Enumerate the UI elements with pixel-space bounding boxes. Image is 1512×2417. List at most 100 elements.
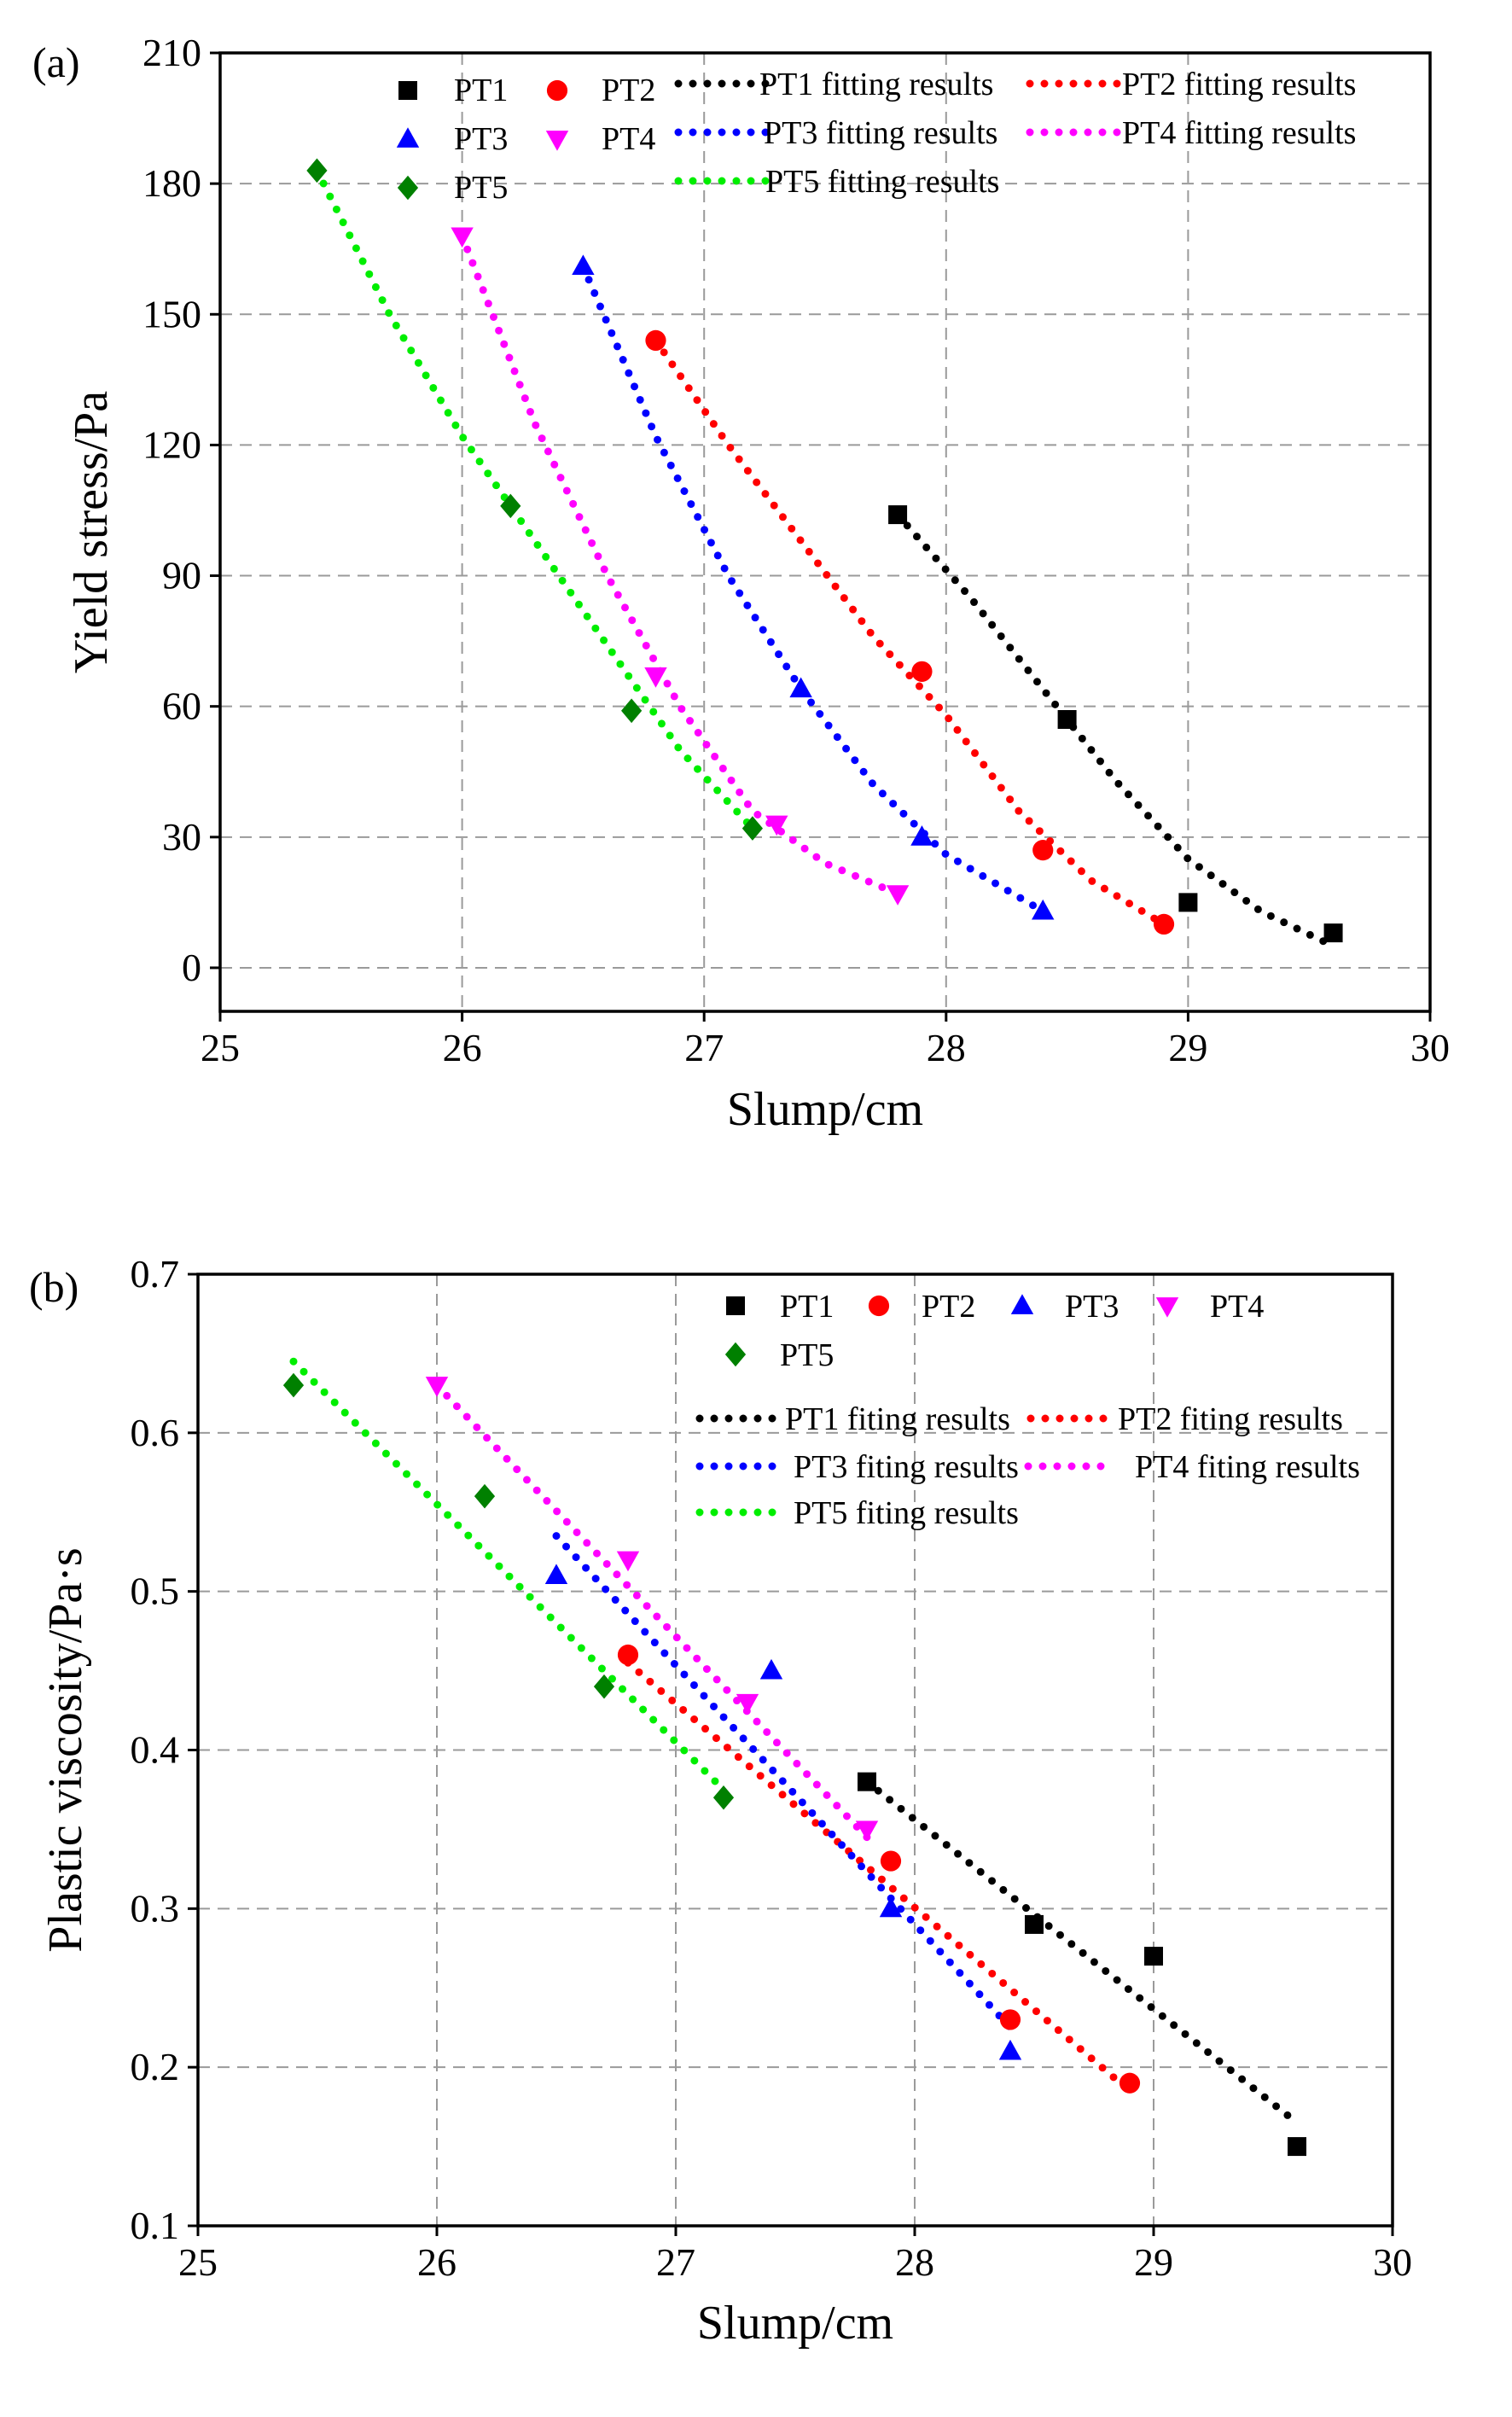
x-tick-label: 28 <box>895 2240 934 2284</box>
data-point-pt1 <box>1323 923 1343 943</box>
fit-line-pt2 <box>624 1658 1134 2095</box>
legend-label-pt2: PT2 <box>922 1289 975 1325</box>
data-point-pt2 <box>999 2009 1021 2030</box>
series-pt4 <box>425 1377 879 1842</box>
legend-fit-label-pt4: PT4 fiting results <box>1135 1449 1360 1485</box>
legend-label-pt3: PT3 <box>454 121 508 157</box>
legend-marker-pt4 <box>1155 1297 1179 1318</box>
x-axis-label: Slump/cm <box>727 1083 923 1136</box>
fit-line-pt3 <box>552 1532 1015 2032</box>
x-tick-label: 27 <box>684 1026 724 1069</box>
legend-fit-label-pt3: PT3 fitting results <box>764 115 997 151</box>
data-point-pt3 <box>544 1564 568 1584</box>
data-point-pt2 <box>1032 840 1054 861</box>
series-pt3 <box>572 254 1055 920</box>
data-point-pt5 <box>741 816 764 841</box>
legend-fit-label-pt4: PT4 fitting results <box>1122 115 1356 151</box>
legend-fit-label-pt3: PT3 fiting results <box>794 1449 1019 1485</box>
legend-label-pt5: PT5 <box>454 170 508 206</box>
legend-label-pt2: PT2 <box>602 73 655 108</box>
x-tick-label: 26 <box>417 2240 457 2284</box>
x-tick-label: 26 <box>443 1026 482 1069</box>
data-point-pt4 <box>765 815 788 836</box>
y-axis-label: Yield stress/Pa <box>65 391 118 673</box>
fit-line-pt5 <box>289 1357 728 1794</box>
x-tick-label: 28 <box>927 1026 966 1069</box>
data-point-pt5 <box>282 1372 305 1398</box>
data-point-pt5 <box>621 698 643 724</box>
fit-line-pt2 <box>651 336 1168 929</box>
y-tick-label: 150 <box>142 292 201 335</box>
chart-panel-b: 25 26 27 28 29 30 0.1 0.2 0.3 0.4 0.5 0.6 0.7 Slump/c… <box>29 1252 1412 2350</box>
x-axis-label: Slump/cm <box>697 2297 893 2350</box>
legend-label-pt3: PT3 <box>1065 1289 1119 1325</box>
fit-line-pt5 <box>312 166 757 833</box>
legend-label-pt4: PT4 <box>1210 1289 1264 1325</box>
data-point-pt3 <box>572 254 595 276</box>
data-point-pt5 <box>500 493 521 519</box>
legend-label-pt5: PT5 <box>780 1337 834 1373</box>
x-tick-label: 25 <box>201 1026 240 1069</box>
legend-marker-pt1 <box>398 81 417 100</box>
y-tick-label: 0.6 <box>131 1411 180 1454</box>
x-tick-label: 30 <box>1373 2240 1412 2284</box>
data-point-pt5 <box>474 1483 496 1509</box>
chart-panel-a: 25 26 27 28 29 30 0 30 60 90 120 150 180 210 Slump/cm Y… <box>32 31 1450 1136</box>
legend-fit-label-pt5: PT5 fitting results <box>765 164 999 200</box>
x-tick-label: 27 <box>656 2240 695 2284</box>
x-tick-label: 29 <box>1168 1026 1207 1069</box>
fit-line-pt4 <box>433 1381 871 1842</box>
panel-label: (a) <box>32 38 80 86</box>
series-pt2 <box>617 1644 1141 2094</box>
y-tick-label: 60 <box>162 684 201 728</box>
plot-frame <box>218 51 1432 1013</box>
data-point-pt4 <box>855 1820 879 1842</box>
legend-marker-pt1 <box>726 1296 745 1315</box>
legend-marker-pt5 <box>724 1342 747 1367</box>
data-point-pt3 <box>789 677 812 698</box>
y-tick-label: 0.7 <box>131 1252 180 1296</box>
y-tick-label: 210 <box>142 31 201 74</box>
legend-label-pt1: PT1 <box>454 73 508 108</box>
data-point-pt2 <box>1119 2072 1141 2094</box>
y-tick-label: 180 <box>142 161 201 205</box>
legend-marker-pt3 <box>396 127 420 148</box>
legend-fit-label-pt2: PT2 fitting results <box>1122 67 1356 102</box>
panel-label: (b) <box>29 1263 79 1311</box>
fit-line-pt1 <box>863 1778 1301 2127</box>
data-point-pt3 <box>1032 899 1055 920</box>
data-point-pt4 <box>451 227 474 248</box>
data-point-pt2 <box>880 1850 902 1872</box>
data-point-pt1 <box>1144 1947 1163 1966</box>
legend-marker-pt3 <box>1010 1294 1034 1314</box>
y-tick-label: 0.2 <box>131 2045 180 2088</box>
series-pt5 <box>282 1372 735 1810</box>
series-pt2 <box>645 329 1175 935</box>
series-pt4 <box>451 227 910 906</box>
legend: PT1 PT2 PT3 PT4 PT5 PT1 fitting results PT2 fi… <box>396 67 1356 206</box>
data-point-pt5 <box>306 158 328 183</box>
data-point-pt1 <box>888 505 908 525</box>
grid <box>198 1274 1393 2226</box>
series-pt3 <box>544 1564 1022 2060</box>
y-axis-label: Plastic viscosity/Pa·s <box>39 1547 92 1952</box>
data-point-pt1 <box>1025 1914 1044 1934</box>
legend: PT1 PT2 PT3 PT4 PT5 PT1 fiting results PT2 fit… <box>695 1289 1360 1531</box>
data-point-pt4 <box>736 1693 759 1715</box>
data-point-pt4 <box>886 885 910 906</box>
y-tick-label: 120 <box>142 422 201 466</box>
data-point-pt1 <box>1178 893 1198 912</box>
legend-label-pt1: PT1 <box>780 1289 834 1325</box>
data-point-pt2 <box>1153 913 1175 935</box>
data-point-pt4 <box>616 1551 640 1572</box>
data-point-pt1 <box>1057 709 1077 729</box>
data-point-pt1 <box>858 1772 876 1791</box>
data-point-pt2 <box>645 329 666 351</box>
data-point-pt2 <box>911 661 933 682</box>
data-point-pt3 <box>998 2039 1022 2060</box>
legend-fit-label-pt1: PT1 fiting results <box>785 1401 1010 1437</box>
data-point-pt2 <box>617 1644 639 1666</box>
legend-label-pt4: PT4 <box>602 121 655 157</box>
y-tick-label: 0.1 <box>131 2204 180 2247</box>
